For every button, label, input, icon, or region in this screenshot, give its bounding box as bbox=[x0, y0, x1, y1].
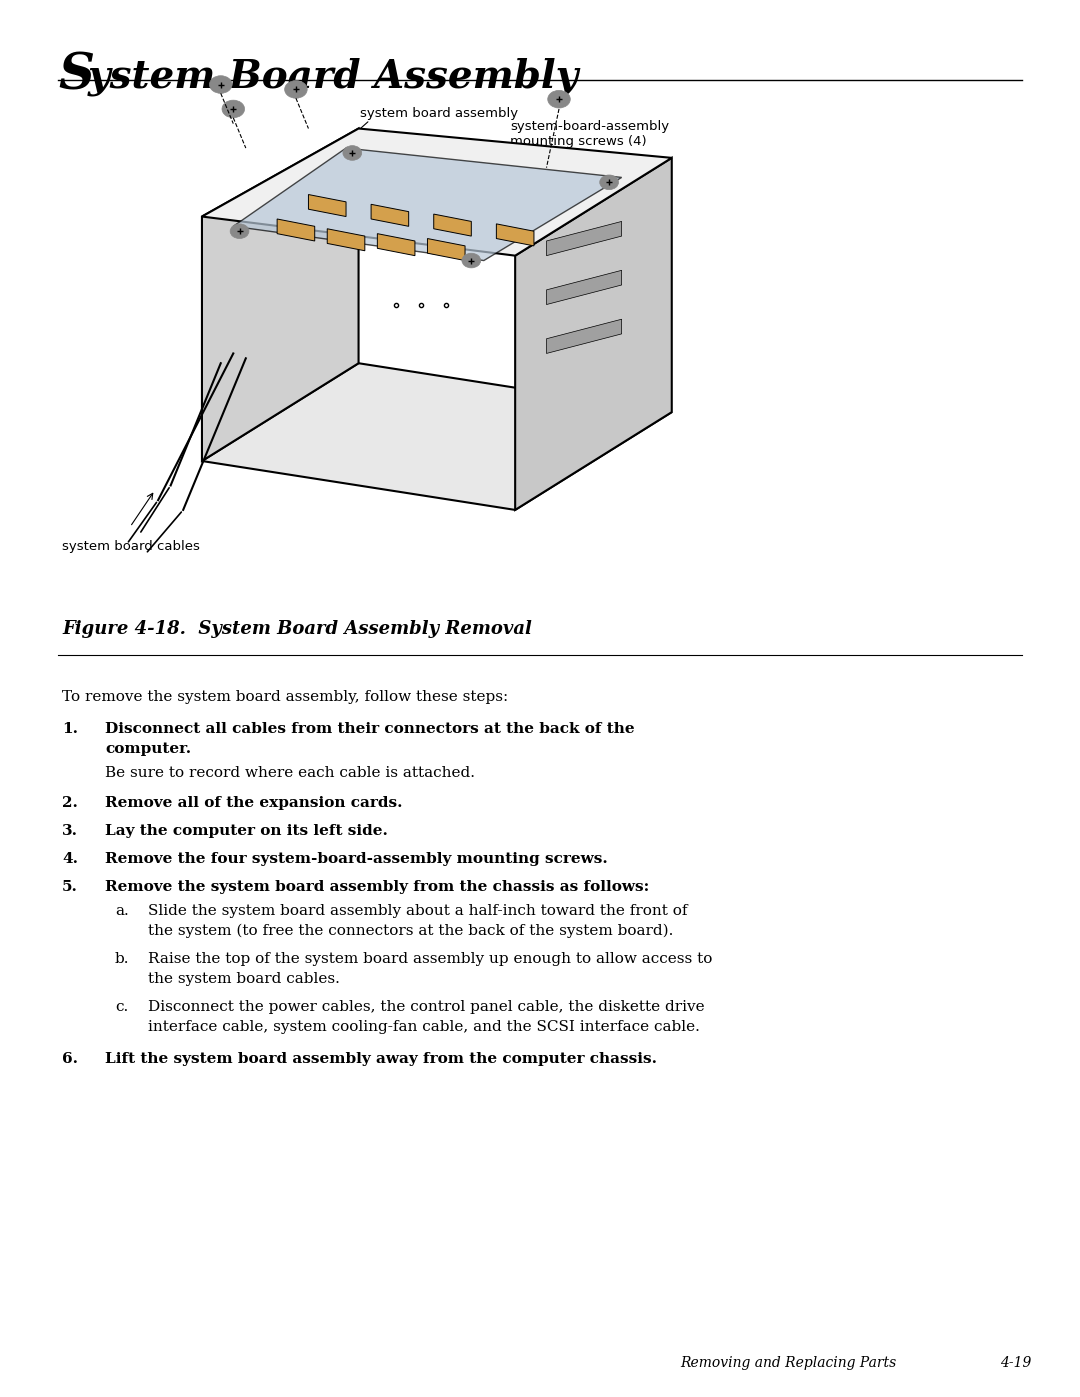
Text: computer.: computer. bbox=[105, 742, 191, 756]
Text: Remove the four system-board-assembly mounting screws.: Remove the four system-board-assembly mo… bbox=[105, 852, 608, 866]
Text: Removing and Replacing Parts: Removing and Replacing Parts bbox=[680, 1356, 896, 1370]
Text: b.: b. bbox=[114, 951, 130, 965]
Polygon shape bbox=[515, 158, 672, 510]
Text: interface cable, system cooling-fan cable, and the SCSI interface cable.: interface cable, system cooling-fan cabl… bbox=[148, 1020, 700, 1034]
Circle shape bbox=[222, 101, 244, 117]
Polygon shape bbox=[497, 224, 534, 246]
Text: 2.: 2. bbox=[62, 796, 78, 810]
Circle shape bbox=[599, 175, 619, 190]
Text: 6.: 6. bbox=[62, 1052, 78, 1066]
Circle shape bbox=[230, 224, 248, 239]
Polygon shape bbox=[309, 194, 346, 217]
Text: a.: a. bbox=[114, 904, 129, 918]
Polygon shape bbox=[372, 204, 408, 226]
Polygon shape bbox=[202, 129, 359, 461]
Circle shape bbox=[343, 145, 362, 161]
Text: Remove all of the expansion cards.: Remove all of the expansion cards. bbox=[105, 796, 403, 810]
Circle shape bbox=[210, 75, 232, 94]
Text: system-board-assembly
mounting screws (4): system-board-assembly mounting screws (4… bbox=[510, 120, 670, 148]
Circle shape bbox=[285, 81, 307, 98]
Text: Remove the system board assembly from the chassis as follows:: Remove the system board assembly from th… bbox=[105, 880, 649, 894]
Text: system board cables: system board cables bbox=[62, 541, 200, 553]
Text: 1.: 1. bbox=[62, 722, 78, 736]
Text: the system (to free the connectors at the back of the system board).: the system (to free the connectors at th… bbox=[148, 923, 673, 939]
Polygon shape bbox=[202, 363, 672, 510]
Polygon shape bbox=[546, 271, 622, 305]
Circle shape bbox=[548, 91, 570, 108]
Circle shape bbox=[462, 253, 481, 268]
Text: c.: c. bbox=[114, 1000, 129, 1014]
Text: 4-19: 4-19 bbox=[1000, 1356, 1031, 1370]
Text: Lay the computer on its left side.: Lay the computer on its left side. bbox=[105, 824, 388, 838]
Polygon shape bbox=[546, 320, 622, 353]
Text: Raise the top of the system board assembly up enough to allow access to: Raise the top of the system board assemb… bbox=[148, 951, 713, 965]
Polygon shape bbox=[202, 129, 672, 256]
Polygon shape bbox=[278, 219, 314, 242]
Text: the system board cables.: the system board cables. bbox=[148, 972, 340, 986]
Polygon shape bbox=[434, 214, 471, 236]
Text: Figure 4-18.  System Board Assembly Removal: Figure 4-18. System Board Assembly Remov… bbox=[62, 620, 531, 638]
Text: 4.: 4. bbox=[62, 852, 78, 866]
Polygon shape bbox=[428, 239, 465, 261]
Text: Slide the system board assembly about a half-inch toward the front of: Slide the system board assembly about a … bbox=[148, 904, 688, 918]
Text: To remove the system board assembly, follow these steps:: To remove the system board assembly, fol… bbox=[62, 690, 509, 704]
Text: Disconnect all cables from their connectors at the back of the: Disconnect all cables from their connect… bbox=[105, 722, 635, 736]
Text: 5.: 5. bbox=[62, 880, 78, 894]
Text: system board assembly: system board assembly bbox=[360, 108, 518, 120]
Text: S: S bbox=[58, 52, 94, 101]
Polygon shape bbox=[546, 222, 622, 256]
Text: ystem Board Assembly: ystem Board Assembly bbox=[87, 59, 579, 96]
Text: Disconnect the power cables, the control panel cable, the diskette drive: Disconnect the power cables, the control… bbox=[148, 1000, 704, 1014]
Text: Lift the system board assembly away from the computer chassis.: Lift the system board assembly away from… bbox=[105, 1052, 657, 1066]
Polygon shape bbox=[233, 148, 622, 261]
Text: 3.: 3. bbox=[62, 824, 78, 838]
Text: Be sure to record where each cable is attached.: Be sure to record where each cable is at… bbox=[105, 766, 475, 780]
Polygon shape bbox=[327, 229, 365, 251]
Polygon shape bbox=[377, 233, 415, 256]
